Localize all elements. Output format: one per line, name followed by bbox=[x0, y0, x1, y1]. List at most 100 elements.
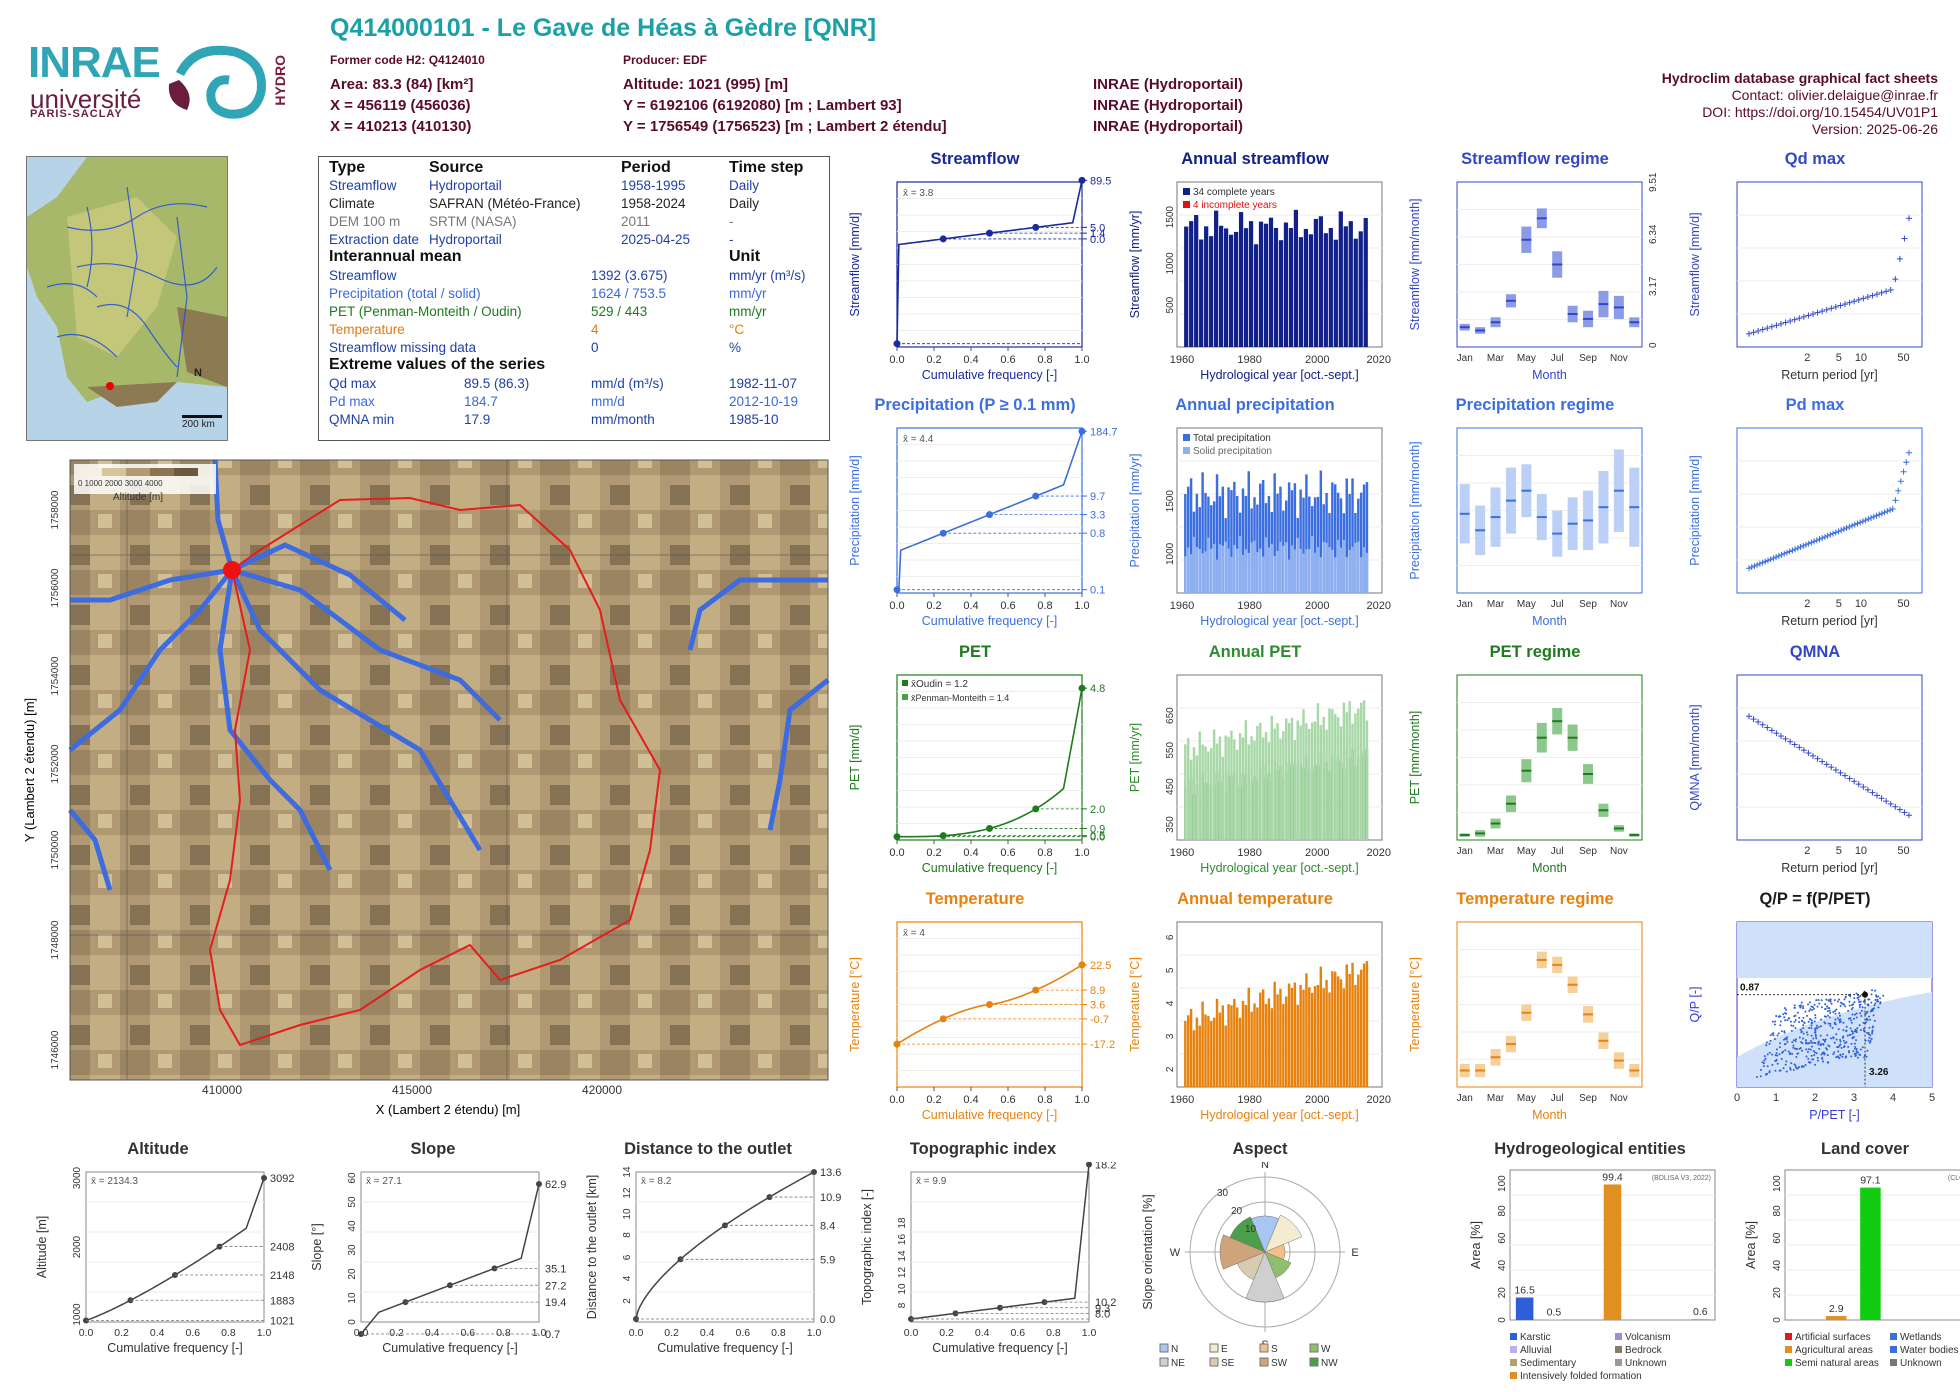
y-tick: 8 bbox=[622, 1232, 633, 1238]
qp-point bbox=[1874, 999, 1877, 1002]
y-tick: 20 bbox=[347, 1268, 358, 1280]
rp-point bbox=[1843, 524, 1850, 531]
qp-point bbox=[1814, 1016, 1817, 1019]
qp-point bbox=[1792, 1046, 1795, 1049]
rp-point bbox=[1805, 312, 1812, 319]
legend-swatch bbox=[1890, 1346, 1897, 1353]
qp-point bbox=[1869, 1010, 1872, 1013]
qp-point bbox=[1806, 1051, 1809, 1054]
annual-bar bbox=[1357, 974, 1360, 1087]
qp-point bbox=[1842, 1021, 1845, 1024]
mean-label: Precipitation (total / solid) bbox=[329, 286, 481, 301]
qp-point bbox=[1842, 1039, 1845, 1042]
qp-point bbox=[1817, 1025, 1820, 1028]
annual-bar-secondary bbox=[1192, 747, 1196, 840]
y-tick: 12 bbox=[622, 1187, 633, 1199]
annual-bar bbox=[1264, 1003, 1268, 1087]
y-label: Distance to the outlet [km] bbox=[585, 1175, 599, 1320]
annual-bar bbox=[1184, 494, 1187, 593]
annual-bar bbox=[1247, 471, 1250, 593]
qp-point bbox=[1807, 1048, 1810, 1051]
qp-point bbox=[1799, 1028, 1802, 1031]
legend-swatch bbox=[1510, 1346, 1517, 1353]
annual-bar-secondary bbox=[1365, 552, 1369, 593]
rp-point bbox=[1755, 718, 1762, 725]
annual-bar-secondary bbox=[1192, 536, 1196, 593]
former-code: Former code H2: Q4124010 bbox=[330, 53, 485, 67]
annual-bar bbox=[1308, 234, 1314, 347]
y-tick: 100 bbox=[1497, 1175, 1508, 1192]
rp-point bbox=[1791, 316, 1798, 323]
annual-bar bbox=[1238, 212, 1244, 347]
qp-point bbox=[1855, 1031, 1858, 1034]
month-tick: Jan bbox=[1457, 846, 1473, 857]
qp-point bbox=[1771, 1020, 1774, 1023]
annual-bar bbox=[1345, 964, 1348, 1087]
qp-point bbox=[1810, 1027, 1813, 1030]
qp-point bbox=[1759, 1075, 1762, 1078]
qp-point bbox=[1869, 1034, 1872, 1037]
annual-bar bbox=[1279, 486, 1282, 593]
qp-point bbox=[1813, 1051, 1816, 1054]
qp-point bbox=[1793, 1015, 1796, 1018]
y-tick: 60 bbox=[347, 1172, 358, 1184]
qp-point bbox=[1807, 1020, 1810, 1023]
annual-bar-secondary bbox=[1250, 542, 1253, 593]
qp-point bbox=[1800, 1001, 1803, 1004]
qp-point bbox=[1769, 1039, 1772, 1042]
quantile-label: 10.9 bbox=[820, 1192, 841, 1204]
x-tick: 0.6 bbox=[1000, 1094, 1015, 1106]
x-tick: 1960 bbox=[1170, 1094, 1194, 1106]
annual-bar bbox=[1319, 470, 1323, 593]
y-tick: 10 bbox=[347, 1292, 358, 1304]
legend-label: Bedrock bbox=[1625, 1345, 1663, 1356]
qp-point bbox=[1866, 1031, 1869, 1034]
qp-point bbox=[1839, 1040, 1842, 1043]
credits-doi[interactable]: DOI: https://doi.org/10.15454/UV01P1 bbox=[1702, 104, 1938, 120]
annual-bar bbox=[1212, 1017, 1216, 1087]
qp-point bbox=[1860, 1009, 1863, 1012]
annual-bar bbox=[1238, 1017, 1242, 1087]
hydrogeo-title: Hydrogeological entities bbox=[1494, 1140, 1686, 1158]
month-tick: Jul bbox=[1551, 1093, 1564, 1104]
qp-point bbox=[1786, 1019, 1789, 1022]
quantile-label: 19.4 bbox=[545, 1297, 566, 1309]
annual-bar-secondary bbox=[1287, 722, 1291, 840]
annual-bar bbox=[1258, 221, 1264, 347]
qp-point bbox=[1794, 1027, 1797, 1030]
pd_max-title: Pd max bbox=[1785, 396, 1845, 414]
qp-point bbox=[1853, 1053, 1856, 1056]
quantile-label: 8.9 bbox=[1090, 985, 1105, 997]
quantile-label: 0.7 bbox=[545, 1329, 560, 1341]
credits-contact[interactable]: Contact: olivier.delaigue@inrae.fr bbox=[1731, 87, 1938, 103]
qp-point bbox=[1811, 1006, 1814, 1009]
source-3: INRAE (Hydroportail) bbox=[1093, 118, 1243, 135]
y-tick: 60 bbox=[1497, 1232, 1508, 1244]
qp-point bbox=[1867, 1039, 1870, 1042]
qp-point bbox=[1771, 1053, 1774, 1056]
qp-point bbox=[1853, 1001, 1856, 1004]
qp-point bbox=[1791, 1041, 1794, 1044]
rp-point bbox=[1842, 301, 1848, 308]
extreme-label: Pd max bbox=[329, 394, 375, 409]
rp-point bbox=[1892, 497, 1899, 504]
rp-point bbox=[1778, 320, 1784, 327]
quantile-label: 8.0 bbox=[1095, 1308, 1110, 1320]
mean-unit: mm/yr (m³/s) bbox=[729, 268, 806, 283]
credits: Hydroclim database graphical fact sheets… bbox=[1662, 70, 1938, 138]
qp-point bbox=[1759, 1069, 1762, 1072]
ring-label: 10 bbox=[1245, 1224, 1257, 1235]
qp-point bbox=[1871, 1026, 1874, 1029]
rp-point bbox=[1887, 286, 1894, 293]
landcover-title: Land cover bbox=[1820, 1140, 1910, 1158]
rp-point bbox=[1802, 541, 1809, 548]
altitude-legend-ticks: 0 1000 2000 3000 4000 bbox=[78, 479, 163, 488]
rp-point bbox=[1906, 215, 1912, 222]
hydro-logo-icon bbox=[168, 45, 266, 119]
x-label: Cumulative frequency [-] bbox=[922, 1108, 1057, 1122]
extreme-date: 2012-10-19 bbox=[729, 394, 799, 409]
annual-bar bbox=[1247, 987, 1250, 1087]
x-tick: 0.6 bbox=[1010, 1327, 1025, 1339]
annual-bar-secondary bbox=[1212, 729, 1216, 840]
rp-point bbox=[1881, 509, 1888, 516]
